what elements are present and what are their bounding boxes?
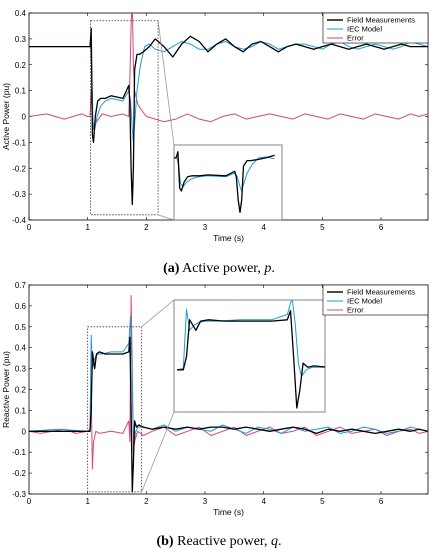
- zoom-connector: [141, 299, 175, 328]
- chart-reactive-power: -0.3 -0.2 -0.1 0 0.1 0.2 0.3 0.4 0.5 0.6 0.7 0 1 2 3 4 5…: [1, 281, 429, 549]
- inset-series-group: [174, 151, 275, 214]
- legend-label: Error: [347, 306, 364, 315]
- y-tick-label: 0.4: [15, 344, 27, 353]
- caption-end: .: [271, 261, 275, 276]
- x-tick-label: 3: [203, 223, 208, 232]
- y-tick-label: 0.2: [15, 386, 27, 395]
- caption-letter: (b): [156, 534, 173, 549]
- caption-symbol: p: [263, 261, 271, 276]
- y-tick-label: 0.3: [15, 365, 27, 374]
- caption: (b) Reactive power, q.: [156, 534, 281, 549]
- inset-frame: [173, 299, 326, 413]
- x-tick-label: 0: [27, 497, 32, 506]
- y-tick-label: 0.4: [15, 9, 27, 18]
- caption-end: .: [278, 534, 282, 549]
- series-line-error: [29, 13, 428, 130]
- caption-label: Reactive power,: [174, 534, 271, 549]
- chart-active-power: -0.4 -0.3 -0.2 -0.1 0 0.1 0.2 0.3 0.4 0 1 2 3 4 5 6 Time…: [1, 9, 429, 276]
- inset-frame: [173, 144, 283, 221]
- x-tick-label: 2: [144, 223, 149, 232]
- y-tick-label: -0.3: [12, 490, 26, 499]
- y-tick-label: 0.1: [15, 406, 27, 415]
- y-tick-label: -0.2: [12, 469, 26, 478]
- legend-label: Field Measurements: [347, 288, 415, 297]
- zoom-connector: [157, 214, 175, 221]
- y-tick-label: -0.3: [12, 190, 26, 199]
- legend-label: IEC Model: [347, 25, 382, 34]
- zoom-connector: [141, 411, 175, 493]
- series-line-iec: [29, 41, 428, 143]
- caption-label: Active power,: [179, 261, 264, 276]
- inset-line-field: [177, 309, 325, 409]
- inset-series-group: [176, 300, 325, 409]
- y-tick-label: 0.5: [15, 323, 27, 332]
- y-tick-label: 0: [22, 427, 27, 436]
- legend-label: Error: [347, 34, 364, 43]
- caption: (a) Active power, p.: [163, 261, 275, 276]
- x-tick-label: 5: [320, 497, 325, 506]
- zoom-connector: [157, 20, 175, 146]
- y-tick-label: -0.1: [12, 138, 26, 147]
- x-tick-label: 5: [320, 223, 325, 232]
- y-tick-label: -0.2: [12, 164, 26, 173]
- x-tick-label: 0: [27, 223, 32, 232]
- y-tick-label: 0: [22, 113, 27, 122]
- y-tick-label: -0.4: [12, 216, 26, 225]
- series-line-field: [29, 336, 428, 493]
- x-tick-label: 4: [261, 497, 266, 506]
- x-tick-label: 4: [261, 223, 266, 232]
- y-tick-label: -0.1: [12, 448, 26, 457]
- y-axis-title: Active Power (pu): [1, 83, 11, 150]
- x-tick-label: 6: [379, 223, 384, 232]
- zoom-window: [87, 326, 143, 493]
- x-axis-title: Time (s): [213, 507, 244, 517]
- x-tick-label: 6: [379, 497, 384, 506]
- y-axis-title: Reactive Power (pu): [1, 351, 11, 428]
- legend-label: IEC Model: [347, 297, 382, 306]
- y-tick-label: 0.2: [15, 61, 27, 70]
- y-tick-label: 0.3: [15, 35, 27, 44]
- caption-letter: (a): [163, 261, 180, 276]
- x-tick-label: 2: [144, 497, 149, 506]
- y-tick-label: 0.1: [15, 87, 27, 96]
- series-group: [29, 13, 428, 206]
- series-line-field: [29, 27, 428, 206]
- inset-line-iec: [174, 156, 275, 192]
- x-axis-title: Time (s): [213, 233, 244, 243]
- inset-line-field: [174, 151, 275, 214]
- caption-symbol: q: [271, 534, 278, 549]
- x-tick-label: 1: [85, 497, 90, 506]
- x-tick-label: 1: [85, 223, 90, 232]
- series-group: [29, 295, 428, 493]
- y-tick-label: 0.7: [15, 281, 27, 290]
- x-tick-label: 3: [203, 497, 208, 506]
- legend-label: Field Measurements: [347, 16, 415, 25]
- y-tick-label: 0.6: [15, 302, 27, 311]
- zoom-window: [90, 20, 159, 216]
